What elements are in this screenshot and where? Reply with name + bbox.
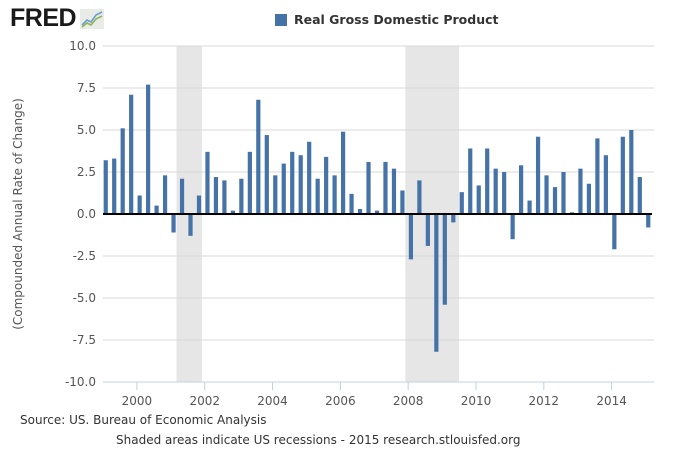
bar: 2004Q3: 3.7 <box>290 151 295 214</box>
bar: 2001Q2: 2.1 <box>179 178 185 214</box>
bar: 2011Q4: 4.6 <box>535 136 541 214</box>
bar: 2010Q3: 2.7 <box>493 168 498 214</box>
bar: 2005Q1: 4.3 <box>307 141 312 214</box>
bar: 2013Q4: 3.5 <box>603 155 608 214</box>
bar: 2009Q4: 3.9 <box>468 148 473 214</box>
bar: 2006Q4: 3.1 <box>366 161 371 214</box>
y-axis: 10.0 7.5 5.0 2.5 0.0 -2.5 -5.0 -7.5 -10.0 <box>65 39 96 389</box>
bar: 1999Q1: 3.2 <box>103 160 108 214</box>
bar: 2007Q4: 1.4 <box>400 190 405 214</box>
y-tick-label: -5.0 <box>73 291 96 305</box>
bar: 2001Q1: -1.1 <box>171 214 176 233</box>
y-tick-label: 0.0 <box>77 207 96 221</box>
bar: 2008Q2: 2 <box>417 180 422 214</box>
bar: 2007Q2: 3.1 <box>383 161 388 214</box>
bar: 2014Q1: -2.1 <box>612 214 617 250</box>
bar: 2005Q3: 3.4 <box>324 156 329 214</box>
bar: 2003Q2: 3.7 <box>247 151 252 214</box>
bar: 2003Q1: 2.1 <box>239 178 244 214</box>
bar: 2012Q3: 2.5 <box>561 172 566 214</box>
bar: 2013Q1: 2.7 <box>578 168 583 214</box>
x-tick-label: 2006 <box>325 394 356 408</box>
bar: 2000Q4: 2.3 <box>162 175 168 214</box>
y-tick-label: 2.5 <box>77 165 96 179</box>
bar: 2006Q3: 0.3 <box>357 208 363 214</box>
bar: 2003Q4: 4.7 <box>264 135 269 214</box>
bar: 2008Q3: -1.9 <box>425 214 430 246</box>
bar: 2007Q1: 0.2 <box>374 210 380 214</box>
bar: 2002Q4: 0.2 <box>230 210 235 214</box>
x-tick-label: 2008 <box>393 394 424 408</box>
bar: 2004Q2: 3 <box>281 163 286 214</box>
bar: 2009Q3: 1.3 <box>459 192 464 214</box>
bar: 2005Q2: 2.1 <box>315 178 320 214</box>
line-graph-icon <box>80 8 105 29</box>
y-tick-label: 5.0 <box>77 123 96 137</box>
legend: Real Gross Domestic Product <box>275 12 499 27</box>
recession-footnote: Shaded areas indicate US recessions - 20… <box>116 433 521 447</box>
bar: 2013Q3: 4.5 <box>595 138 600 214</box>
bar: 2012Q1: 2.3 <box>544 175 549 214</box>
x-tick-label: 2004 <box>257 394 288 408</box>
x-tick-label: 2014 <box>596 394 627 408</box>
bar: 2009Q2: -0.5 <box>451 214 456 223</box>
y-tick-label: -2.5 <box>73 249 96 263</box>
x-tick-label: 2012 <box>529 394 560 408</box>
legend-label: Real Gross Domestic Product <box>294 12 499 27</box>
x-tick-label: 2010 <box>461 394 492 408</box>
bar: 2015Q1: -0.8 <box>646 214 651 228</box>
bar: 2011Q1: -1.5 <box>510 214 515 240</box>
bar: 2002Q1: 3.7 <box>205 151 210 214</box>
bar: 2000Q3: 0.5 <box>154 205 159 214</box>
bar: 2000Q2: 7.7 <box>146 84 151 214</box>
bar: 2014Q3: 5 <box>629 130 634 214</box>
bar: 2010Q2: 3.9 <box>485 148 490 214</box>
bar: 2006Q2: 1.2 <box>349 193 354 214</box>
bar: 2014Q2: 4.6 <box>620 136 625 214</box>
x-axis: 2000 2002 2004 2006 2008 2010 2012 2014 <box>122 382 627 408</box>
bar: 2003Q3: 6.8 <box>256 99 261 214</box>
bar: 1999Q3: 5.1 <box>120 128 125 214</box>
logo-text: FRED <box>10 4 77 32</box>
x-tick-label: 2002 <box>189 394 220 408</box>
x-tick-label: 2000 <box>122 394 153 408</box>
bars: 1999Q1: 3.2 1999Q2: 3.31999Q3: 5.1 1999Q4:… <box>103 84 651 352</box>
bar: 2006Q1: 4.9 <box>340 131 346 214</box>
bar: 2002Q3: 2 <box>222 180 227 214</box>
bar: 2005Q4: 2.3 <box>332 175 337 214</box>
y-axis-title: (Compounded Annual Rate of Change) <box>11 98 25 330</box>
bar: 2011Q3: 0.8 <box>527 200 532 214</box>
bar: 1999Q2: 3.3 <box>112 158 117 214</box>
source-note: Source: US. Bureau of Economic Analysis <box>20 413 267 427</box>
bar: 2011Q2: 2.9 <box>519 165 524 214</box>
y-tick-label: 10.0 <box>69 39 96 53</box>
bar: 2009Q1: -5.4 <box>442 214 447 305</box>
bar: 2002Q2: 2.2 <box>213 177 219 214</box>
bar: 2001Q3: -1.3 <box>188 214 193 236</box>
bar: 2001Q4: 1.1 <box>196 195 202 214</box>
bar: 2013Q2: 1.8 <box>586 183 592 214</box>
bar: 2014Q4: 2.2 <box>637 177 642 214</box>
bar: 2000Q1: 1.1 <box>137 195 142 214</box>
bar: 2004Q4: 3.5 <box>298 155 303 214</box>
y-tick-label: 7.5 <box>77 81 96 95</box>
bar: 2004Q1: 2.3 <box>273 175 278 214</box>
bar: 2007Q3: 2.7 <box>391 168 397 214</box>
bar: 2008Q4: -8.2 <box>434 214 439 352</box>
y-tick-label: -7.5 <box>73 333 96 347</box>
legend-swatch <box>275 13 287 26</box>
bar: 1999Q4: 7.1 <box>129 94 134 214</box>
bar: 2010Q4: 2.5 <box>502 172 507 214</box>
fred-logo[interactable]: FRED <box>10 4 105 32</box>
bar: 2012Q2: 1.6 <box>552 187 558 214</box>
gridlines <box>103 45 654 383</box>
y-tick-label: -10.0 <box>65 375 96 389</box>
bar: 2008Q1: -2.7 <box>408 214 414 260</box>
bar: 2010Q1: 1.7 <box>476 185 481 214</box>
